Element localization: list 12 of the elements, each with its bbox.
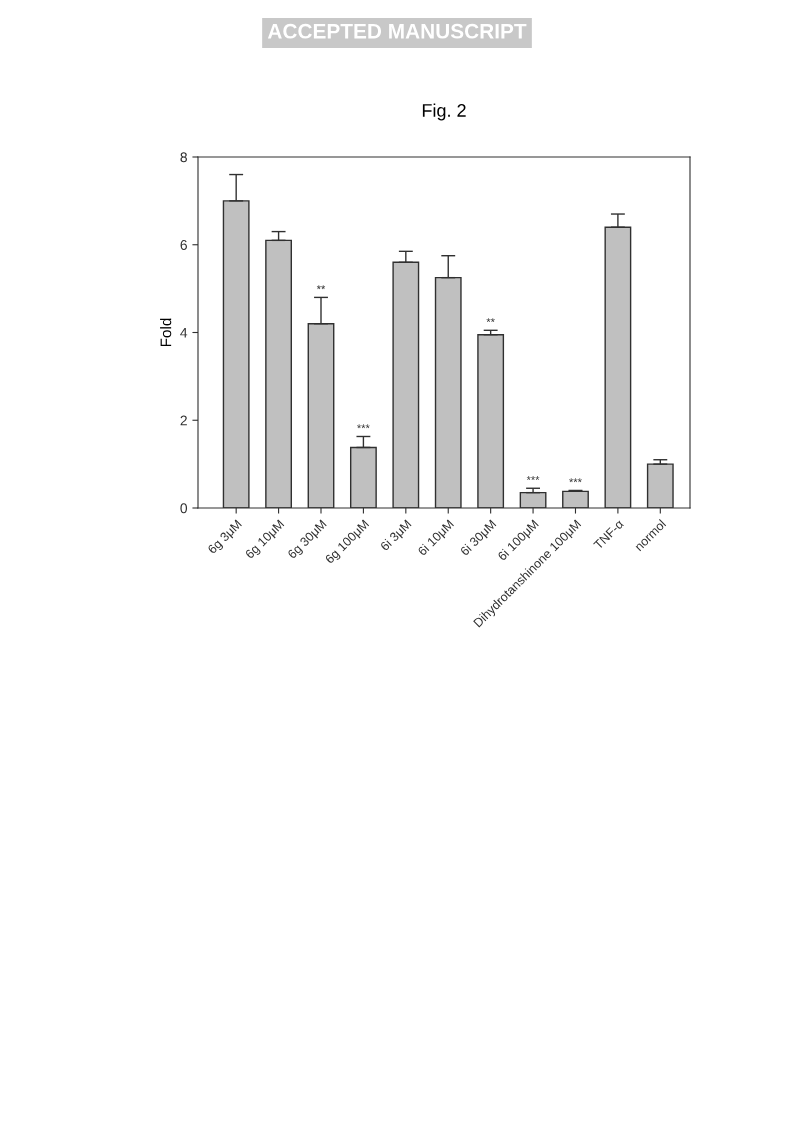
annotation: *** — [526, 476, 540, 481]
annotation: ** — [486, 318, 495, 323]
y-tick-label: 8 — [180, 152, 187, 163]
y-axis-title: Fold — [160, 318, 172, 347]
annotation: ** — [316, 285, 326, 290]
annotation: *** — [357, 424, 370, 429]
y-tick-label: 6 — [180, 240, 187, 250]
chart-title: Fig. 2 — [422, 103, 466, 121]
y-tick-label: 4 — [180, 327, 188, 338]
y-tick-label: 0 — [180, 503, 188, 514]
annotation: *** — [569, 478, 582, 483]
y-tick-label: 2 — [180, 415, 187, 426]
